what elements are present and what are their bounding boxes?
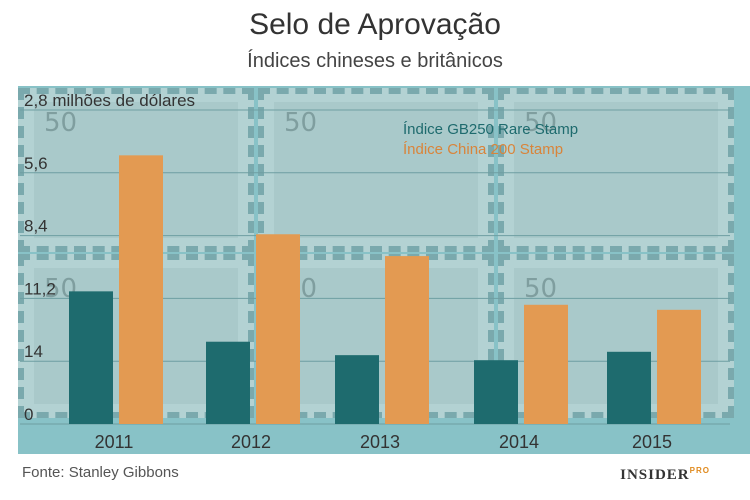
stamp-tile: 50: [258, 88, 494, 252]
chart-subtitle: Índices chineses e britânicos: [247, 50, 503, 72]
legend-entry: Índice China 200 Stamp: [403, 141, 563, 158]
x-tick-label: 2013: [360, 432, 400, 452]
source-note: Fonte: Stanley Gibbons: [22, 464, 179, 481]
bar-gb250-2013: [335, 355, 379, 424]
bar-gb250-2014: [474, 360, 518, 424]
bar-china200-2015: [657, 309, 701, 424]
y-tick-label: 0: [24, 405, 33, 424]
bar-china200-2014: [524, 304, 568, 424]
y-tick-label: 2,8 milhões de dólares: [24, 91, 195, 110]
y-tick-label: 11,2: [24, 279, 56, 298]
bar-china200-2012: [256, 234, 300, 424]
y-tick-label: 8,4: [24, 217, 48, 236]
bar-china200-2013: [385, 256, 429, 424]
legend-entry: Índice GB250 Rare Stamp: [403, 121, 578, 138]
brand-logo: INSIDERPRO: [620, 466, 710, 483]
x-tick-label: 2011: [95, 432, 134, 452]
x-tick-label: 2012: [231, 432, 271, 452]
x-tick-label: 2015: [632, 432, 672, 452]
y-tick-label: 5,6: [24, 154, 48, 173]
stamp-tile: 50: [498, 88, 734, 252]
bar-gb250-2012: [206, 341, 250, 424]
bar-gb250-2011: [69, 291, 113, 424]
x-tick-label: 2014: [499, 432, 539, 452]
bar-china200-2011: [119, 155, 163, 424]
bar-gb250-2015: [607, 351, 651, 424]
chart-title: Selo de Aprovação: [249, 8, 501, 41]
y-tick-label: 14: [24, 342, 43, 361]
